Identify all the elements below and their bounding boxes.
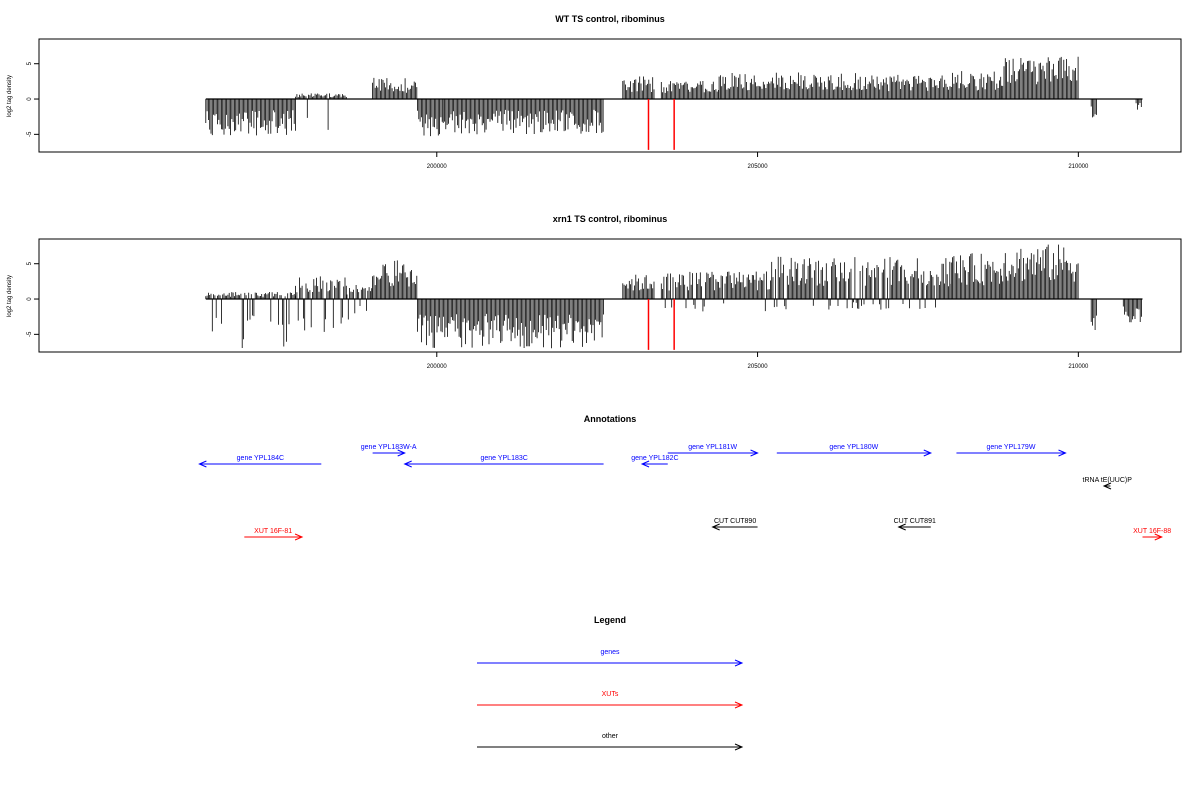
x-tick-label: 200000 [427, 364, 448, 370]
legend-label: genes [600, 649, 620, 656]
x-tick-label: 205000 [748, 364, 769, 370]
feature-arrow-head [294, 533, 304, 541]
feature-arrow-head [1058, 449, 1067, 457]
feature-label: CUT CUT891 [894, 518, 936, 525]
legend-arrow-head [734, 659, 744, 667]
legend-arrow-head [734, 743, 744, 751]
y-tick-label: 0 [27, 297, 33, 301]
legend-label: XUTs [602, 691, 619, 698]
xrn1-markers [647, 299, 675, 350]
feature-label: gene YPL180W [829, 444, 878, 451]
y-tick-label: -5 [27, 331, 33, 337]
wt-title: WT TS control, ribominus [555, 14, 665, 24]
xrn1-plot-frame [38, 238, 1182, 353]
annotation-features: gene YPL184C gene YPL183W-A gene YPL183C ge… [198, 444, 1171, 541]
feature-label: gene YPL183W-A [361, 444, 417, 451]
wt-plot-frame [38, 38, 1182, 153]
xrn1-axes: 200000 205000 210000 5 0 -5 [27, 261, 1143, 370]
y-tick-label: 5 [27, 61, 33, 65]
x-tick-label: 210000 [1068, 164, 1089, 170]
feature-label: gene YPL184C [237, 455, 284, 462]
x-tick-label: 210000 [1068, 364, 1089, 370]
wt-panel: WT TS control, ribominus log2 tag densit… [7, 14, 1182, 170]
legend-title: Legend [594, 615, 626, 625]
feature-label: XUT 16F-88 [1133, 528, 1171, 535]
feature-arrow-head [711, 523, 720, 531]
wt-markers [647, 99, 675, 150]
feature-arrow-head [397, 449, 406, 457]
feature-arrow-head [1154, 533, 1164, 541]
feature-label: tRNA tE(UUC)P [1083, 477, 1133, 484]
legend-entries: genes XUTs other [477, 649, 744, 751]
feature-arrow-head [923, 449, 933, 457]
feature-arrow-head [198, 460, 207, 468]
feature-label: gene YPL183C [480, 455, 527, 462]
wt-y-label: log2 tag density [7, 75, 13, 117]
legend-panel: Legend genes XUTs other [477, 615, 744, 751]
wt-bars [205, 56, 1142, 137]
annotations-title: Annotations [584, 414, 637, 424]
x-tick-label: 200000 [427, 164, 448, 170]
feature-label: gene YPL179W [987, 444, 1036, 451]
feature-label: gene YPL181W [688, 444, 737, 451]
legend-label: other [602, 733, 619, 740]
feature-arrow-head [403, 460, 412, 468]
feature-arrow-head [640, 460, 650, 468]
xrn1-y-label: log2 tag density [7, 275, 13, 317]
feature-label: CUT CUT890 [714, 518, 756, 525]
feature-arrow-head [897, 523, 906, 531]
feature-label: gene YPL182C [631, 455, 678, 462]
feature-arrow-head [750, 449, 759, 457]
xrn1-bars [205, 244, 1142, 349]
y-tick-label: 5 [27, 261, 33, 265]
x-tick-label: 205000 [748, 164, 769, 170]
xrn1-panel: xrn1 TS control, ribominus log2 tag dens… [7, 214, 1182, 370]
feature-label: XUT 16F-81 [254, 528, 292, 535]
feature-arrow-head [1102, 482, 1112, 490]
xrn1-title: xrn1 TS control, ribominus [553, 214, 668, 224]
legend-arrow-head [734, 701, 744, 709]
y-tick-label: -5 [27, 131, 33, 137]
y-tick-label: 0 [27, 97, 33, 101]
